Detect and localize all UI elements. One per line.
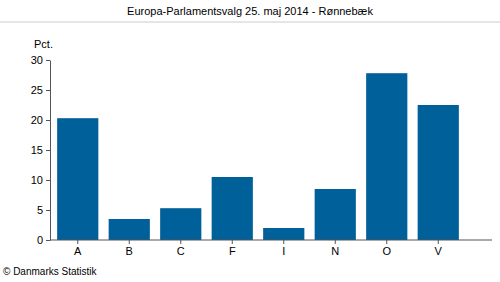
x-tick: F xyxy=(229,240,236,257)
y-axis: 0 5 10 15 20 25 30 xyxy=(31,54,51,246)
y-tick-label: 5 xyxy=(37,204,43,216)
x-tick-label: I xyxy=(282,245,285,257)
bar xyxy=(160,208,201,240)
y-tick: 10 xyxy=(31,174,50,186)
x-tick-mark xyxy=(180,240,181,244)
y-tick-label: 20 xyxy=(31,114,43,126)
x-tick: C xyxy=(177,240,185,257)
bar xyxy=(315,189,356,240)
y-tick: 20 xyxy=(31,114,50,126)
x-tick: N xyxy=(331,240,339,257)
x-axis-line xyxy=(50,240,492,241)
x-tick: I xyxy=(282,240,285,257)
y-tick-mark xyxy=(46,210,50,211)
bar xyxy=(418,105,459,240)
x-tick-mark xyxy=(386,240,387,244)
y-tick-mark xyxy=(46,60,50,61)
x-tick-label: O xyxy=(382,245,391,257)
x-tick: O xyxy=(382,240,391,257)
y-tick-label: 30 xyxy=(31,54,43,66)
bar xyxy=(212,177,253,240)
x-tick-label: F xyxy=(229,245,236,257)
x-tick-label: C xyxy=(177,245,185,257)
x-axis: ABCFINOV xyxy=(50,240,492,257)
x-tick-mark xyxy=(77,240,78,244)
y-tick-mark xyxy=(46,120,50,121)
y-tick: 5 xyxy=(37,204,50,216)
source: © Danmarks Statistik xyxy=(3,266,98,277)
x-tick-mark xyxy=(283,240,284,244)
x-tick-mark xyxy=(232,240,233,244)
y-tick: 25 xyxy=(31,84,50,96)
y-tick-label: 10 xyxy=(31,174,43,186)
x-tick-label: N xyxy=(331,245,339,257)
y-tick-mark xyxy=(46,180,50,181)
y-axis-line xyxy=(50,61,51,241)
x-tick-mark xyxy=(438,240,439,244)
x-tick: B xyxy=(126,240,133,257)
y-tick-label: 15 xyxy=(31,144,43,156)
y-tick-mark xyxy=(46,150,50,151)
x-tick: A xyxy=(74,240,82,257)
x-tick-label: B xyxy=(126,245,133,257)
title: Europa-Parlamentsvalg 25. maj 2014 - Røn… xyxy=(127,5,373,17)
y-tick: 30 xyxy=(31,54,50,66)
x-tick-label: V xyxy=(435,245,443,257)
x-tick-mark xyxy=(335,240,336,244)
bar xyxy=(263,228,304,240)
bar xyxy=(109,219,150,240)
x-tick-label: A xyxy=(74,245,82,257)
y-tick: 0 xyxy=(37,234,50,246)
y-tick-mark xyxy=(46,90,50,91)
x-tick: V xyxy=(435,240,443,257)
x-tick-mark xyxy=(129,240,130,244)
bar xyxy=(57,118,98,240)
y-tick-label: 25 xyxy=(31,84,43,96)
y-label: Pct. xyxy=(34,38,53,50)
bar xyxy=(366,73,407,240)
chart: Europa-Parlamentsvalg 25. maj 2014 - Røn… xyxy=(0,0,500,282)
y-tick-mark xyxy=(46,240,50,241)
title-rule xyxy=(0,22,500,23)
bars xyxy=(57,73,459,240)
y-tick-label: 0 xyxy=(37,234,43,246)
y-tick: 15 xyxy=(31,144,50,156)
